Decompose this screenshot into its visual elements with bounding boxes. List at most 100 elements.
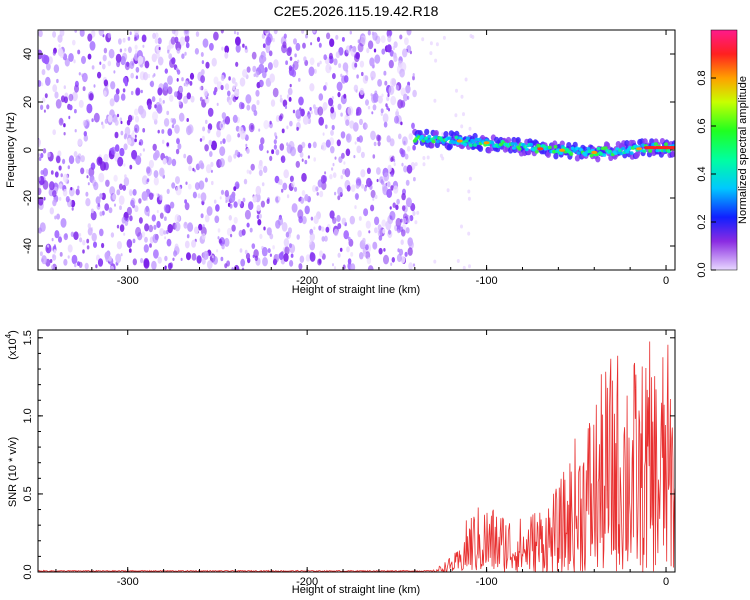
noise-speck — [266, 33, 273, 43]
noise-speck — [380, 108, 384, 114]
noise-speck — [95, 264, 98, 269]
noise-speck — [321, 236, 325, 242]
noise-speck — [336, 214, 341, 223]
noise-speck — [346, 185, 351, 192]
noise-speck — [67, 244, 73, 253]
noise-speck — [87, 182, 90, 186]
noise-speck — [228, 76, 231, 81]
noise-speck — [171, 124, 175, 129]
noise-speck — [253, 249, 259, 258]
noise-speck — [169, 94, 174, 102]
noise-speck — [60, 173, 63, 178]
noise-speck — [58, 236, 62, 243]
noise-speck — [370, 70, 376, 80]
noise-speck — [304, 205, 310, 215]
noise-speck — [56, 155, 61, 164]
noise-speck — [171, 158, 177, 167]
noise-speck — [152, 111, 158, 121]
signal-speck — [589, 153, 594, 158]
signal-speck — [471, 140, 476, 144]
noise-speck — [246, 66, 251, 73]
noise-speck — [58, 117, 64, 126]
noise-speck — [408, 133, 413, 141]
noise-speck — [116, 241, 122, 250]
noise-speck — [116, 113, 120, 118]
spectrogram-ticks: -300 -200 -100 0 40 20 0 -20 -40 — [22, 30, 675, 287]
noise-speck — [261, 182, 265, 187]
noise-speck — [337, 252, 341, 258]
noise-speck — [290, 253, 294, 258]
noise-speck — [258, 128, 261, 132]
noise-speck — [49, 181, 55, 191]
noise-speck — [86, 175, 89, 179]
noise-speck — [67, 165, 71, 170]
noise-speck — [382, 113, 389, 123]
noise-speck — [323, 85, 327, 91]
noise-speck — [159, 195, 163, 201]
noise-speck — [90, 208, 94, 214]
noise-speck — [112, 193, 117, 201]
noise-speck — [201, 135, 205, 141]
noise-speck — [87, 53, 92, 60]
noise-speck — [186, 234, 190, 239]
noise-speck — [107, 32, 112, 39]
noise-speck — [322, 132, 325, 136]
noise-speck — [122, 88, 126, 93]
noise-speck — [64, 58, 70, 67]
noise-speck — [285, 60, 288, 65]
noise-speck — [355, 177, 362, 186]
noise-speck — [275, 135, 278, 140]
noise-speck — [122, 37, 126, 43]
noise-speck — [227, 155, 233, 163]
noise-speck — [388, 85, 395, 96]
noise-speck — [318, 93, 324, 101]
noise-speck — [273, 144, 277, 150]
noise-speck — [283, 33, 287, 39]
noise-speck — [195, 31, 200, 37]
noise-speck — [292, 109, 296, 114]
noise-speck — [308, 239, 312, 245]
noise-speck — [237, 199, 242, 205]
noise-speck — [147, 73, 151, 79]
noise-speck — [214, 215, 220, 224]
noise-speck — [203, 250, 209, 260]
noise-speck — [150, 80, 155, 88]
noise-speck — [305, 254, 311, 262]
noise-speck — [101, 242, 105, 249]
noise-speck — [58, 165, 62, 171]
noise-speck — [134, 205, 139, 213]
noise-speck — [373, 48, 377, 53]
signal-hotspot — [591, 150, 598, 154]
noise-speck — [114, 203, 116, 207]
noise-speck — [43, 196, 46, 201]
noise-speck — [412, 144, 416, 151]
noise-speck — [188, 165, 192, 172]
signal-speck — [533, 146, 538, 150]
signal-speck — [431, 139, 436, 144]
noise-speck — [355, 89, 358, 93]
noise-speck — [226, 134, 232, 143]
noise-speck — [412, 89, 417, 98]
noise-speck — [345, 148, 351, 157]
signal-speck — [435, 139, 440, 144]
noise-speck — [471, 35, 475, 39]
noise-speck — [161, 129, 165, 134]
noise-speck — [359, 60, 365, 68]
noise-speck — [219, 196, 222, 200]
noise-speck — [197, 193, 201, 199]
noise-speck — [347, 106, 354, 116]
noise-speck — [422, 162, 426, 167]
noise-speck — [50, 170, 54, 175]
noise-speck — [56, 78, 59, 84]
noise-speck — [338, 156, 343, 164]
signal-speck — [569, 152, 574, 156]
noise-speck — [286, 94, 290, 99]
noise-speck — [272, 245, 275, 250]
noise-speck — [340, 73, 343, 78]
noise-speck — [213, 199, 217, 204]
noise-speck — [283, 169, 290, 179]
signal-speck — [608, 149, 612, 154]
noise-speck — [140, 257, 144, 264]
x-tick-label: -300 — [117, 275, 139, 287]
noise-speck — [352, 45, 356, 51]
